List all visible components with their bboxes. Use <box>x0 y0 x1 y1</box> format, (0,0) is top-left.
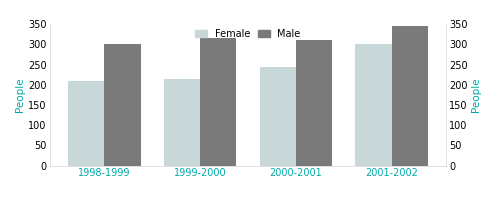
Legend: Female, Male: Female, Male <box>195 29 301 39</box>
Y-axis label: People: People <box>471 78 481 112</box>
Bar <box>259 67 296 166</box>
Y-axis label: People: People <box>15 78 25 112</box>
Bar <box>104 44 140 166</box>
Bar <box>164 79 200 166</box>
Bar <box>392 26 429 166</box>
Bar <box>296 40 332 166</box>
Bar <box>200 38 237 166</box>
Bar <box>67 81 104 166</box>
Bar <box>356 44 392 166</box>
